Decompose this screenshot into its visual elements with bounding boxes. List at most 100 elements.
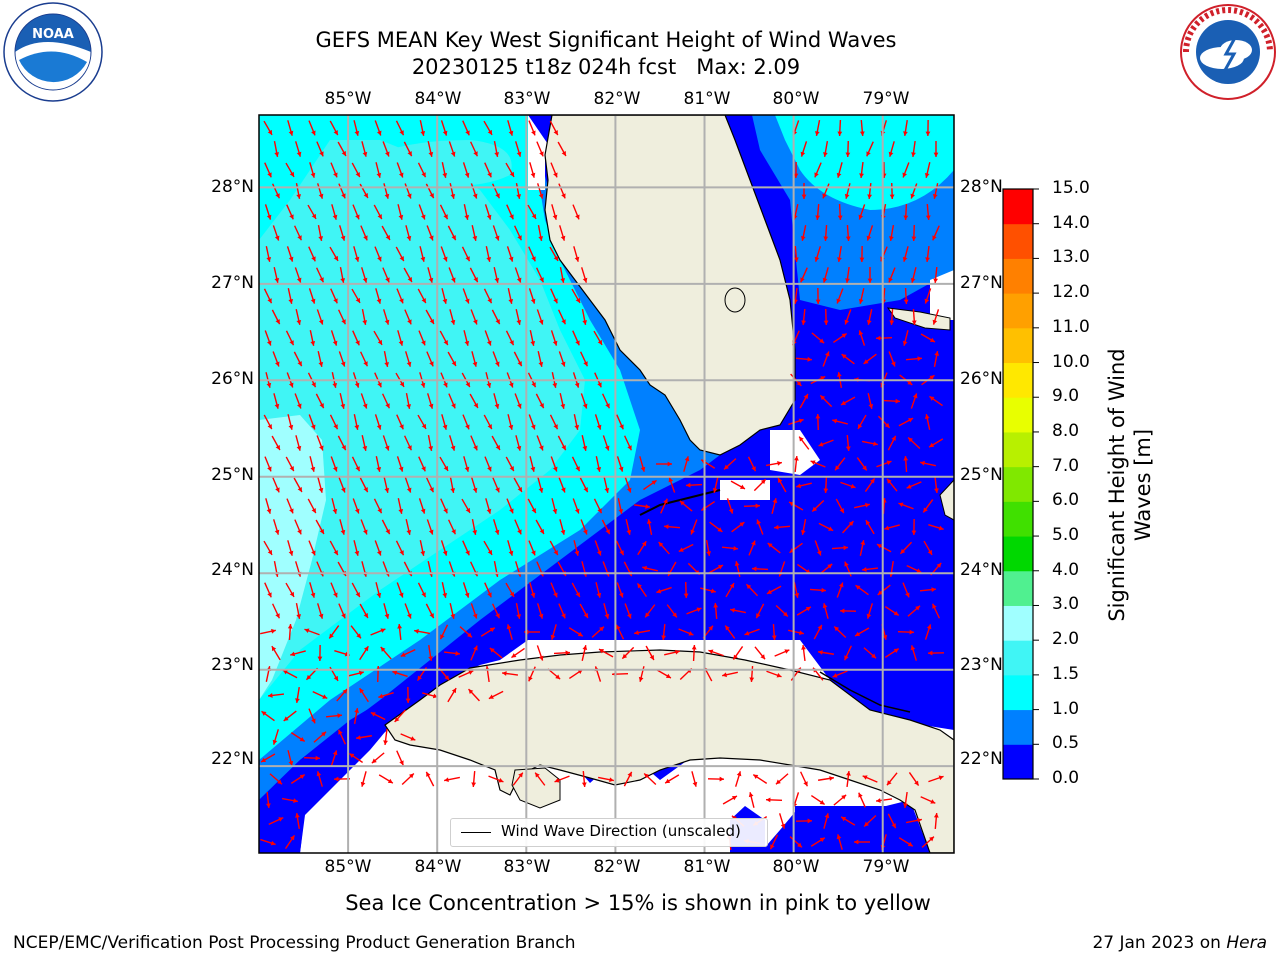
wave-direction-arrowhead (667, 461, 672, 467)
wave-direction-arrowhead (552, 466, 558, 472)
wave-direction-arrowhead (363, 612, 368, 618)
wave-direction-arrowhead (319, 403, 324, 409)
wave-direction-arrowhead (530, 592, 536, 598)
wave-direction-arrowhead (377, 214, 382, 220)
wave-direction-arrowhead (845, 152, 851, 157)
wave-direction-arrowhead (531, 550, 536, 556)
wave-direction-arrowhead (318, 487, 324, 493)
wave-direction-arrowhead (924, 414, 930, 419)
wave-direction-arrowhead (641, 541, 647, 547)
wave-direction-arrowhead (582, 277, 588, 283)
lon-label-top: 83°W (503, 89, 551, 109)
wave-direction-arrowhead (270, 840, 276, 846)
wave-direction-arrowhead (487, 172, 492, 178)
wave-direction-arrowhead (538, 613, 544, 619)
wave-direction-arrowhead (530, 341, 536, 346)
wave-direction-arrowhead (398, 592, 404, 598)
wave-direction-arrowhead (845, 446, 851, 451)
wave-direction-arrowhead (618, 592, 624, 598)
wave-direction-arrowhead (926, 624, 932, 630)
wave-direction-arrowhead (925, 131, 931, 136)
wave-direction-arrowhead (733, 654, 738, 660)
wave-direction-arrowhead (605, 529, 610, 535)
wave-direction-arrowhead (920, 460, 925, 466)
wave-direction-arrowhead (385, 277, 390, 283)
gridlines (259, 115, 954, 853)
wave-direction-arrowhead (384, 487, 390, 493)
wave-direction-arrowhead (596, 424, 602, 430)
wave-direction-arrowhead (618, 509, 624, 514)
wave-direction-arrowhead (275, 613, 280, 619)
wave-direction-arrowhead (267, 298, 272, 304)
wave-direction-arrowhead (319, 151, 324, 157)
colorbar-tick-label: 3.0 (1052, 594, 1080, 615)
wave-direction-arrowhead (807, 818, 812, 824)
wave-direction-arrowhead (867, 194, 873, 199)
wave-direction-arrowhead (933, 152, 939, 157)
wave-direction-arrowhead (394, 717, 400, 722)
wave-direction-arrowhead (888, 151, 894, 157)
colorbar-segment (1003, 501, 1033, 537)
wave-direction-arrowhead (841, 816, 847, 822)
wave-direction-arrowhead (903, 299, 909, 304)
wave-direction-arrowhead (800, 277, 805, 283)
wave-direction-arrowhead (261, 711, 267, 716)
wave-direction-arrowhead (862, 567, 867, 572)
wave-direction-arrowhead (420, 131, 426, 136)
cuba-cays (819, 671, 911, 713)
wave-direction-arrowhead (406, 361, 412, 367)
wave-direction-arrowhead (929, 836, 934, 842)
wave-direction-arrowhead (272, 739, 278, 745)
wave-direction-arrowhead (793, 456, 799, 461)
wave-direction-arrowhead (296, 445, 302, 451)
lon-label-bottom: 82°W (593, 857, 641, 877)
wave-direction-arrowhead (645, 504, 650, 509)
wave-direction-arrowhead (893, 610, 899, 616)
wave-direction-arrowhead (354, 130, 360, 136)
wave-direction-arrowhead (464, 215, 470, 220)
wave-direction-arrowhead (440, 634, 445, 640)
wave-direction-arrowhead (855, 585, 861, 590)
wave-direction-arrowhead (333, 130, 338, 136)
wave-direction-arrowhead (332, 214, 338, 220)
wave-direction-arrowhead (428, 446, 434, 451)
wave-direction-arrowhead (341, 193, 346, 199)
wave-direction-arrowhead (354, 508, 360, 514)
wave-direction-arrowhead (799, 630, 804, 636)
wave-direction-arrowhead (486, 340, 492, 346)
nws-logo (1180, 4, 1276, 100)
wave-direction-arrowhead (936, 562, 942, 568)
footer-branch: NCEP/EMC/Verification Post Processing Pr… (13, 933, 576, 953)
wave-direction-arrowhead (775, 779, 781, 785)
wave-direction-arrowhead (355, 340, 360, 346)
wave-direction-arrowhead (429, 318, 434, 324)
wave-direction-arrowhead (691, 645, 697, 650)
wave-direction-arrowhead (923, 507, 928, 513)
wave-direction-arrowhead (319, 277, 324, 283)
wave-direction-arrowhead (333, 675, 338, 681)
legend: Wind Wave Direction (unscaled) (450, 818, 768, 847)
wave-direction-arrowhead (266, 214, 272, 220)
wave-direction-arrowhead (472, 235, 478, 241)
wave-direction-arrowhead (895, 398, 900, 404)
wave-direction-arrowhead (442, 424, 448, 430)
wave-direction-arrowhead (561, 150, 566, 156)
lat-label-right: 27°N (960, 273, 1003, 293)
nodata-patch (930, 270, 954, 320)
wave-direction-arrowhead (355, 297, 360, 303)
wave-direction-arrowhead (502, 671, 507, 676)
wave-direction-arrowhead (297, 529, 302, 535)
wave-direction-arrowhead (378, 693, 384, 699)
wave-direction-arrowhead (472, 193, 478, 199)
wave-direction-arrowhead (337, 713, 342, 719)
wave-direction-arrowhead (498, 778, 504, 783)
wave-direction-arrowhead (297, 235, 302, 241)
wave-direction-arrowhead (316, 771, 322, 777)
wave-direction-arrowhead (932, 319, 938, 325)
wave-direction-arrowhead (730, 607, 735, 613)
wave-direction-arrowhead (516, 614, 522, 619)
wave-direction-arrowhead (318, 613, 324, 619)
wave-direction-arrowhead (751, 540, 756, 546)
wave-direction-arrowhead (539, 403, 544, 409)
wave-direction-arrowhead (487, 466, 492, 472)
